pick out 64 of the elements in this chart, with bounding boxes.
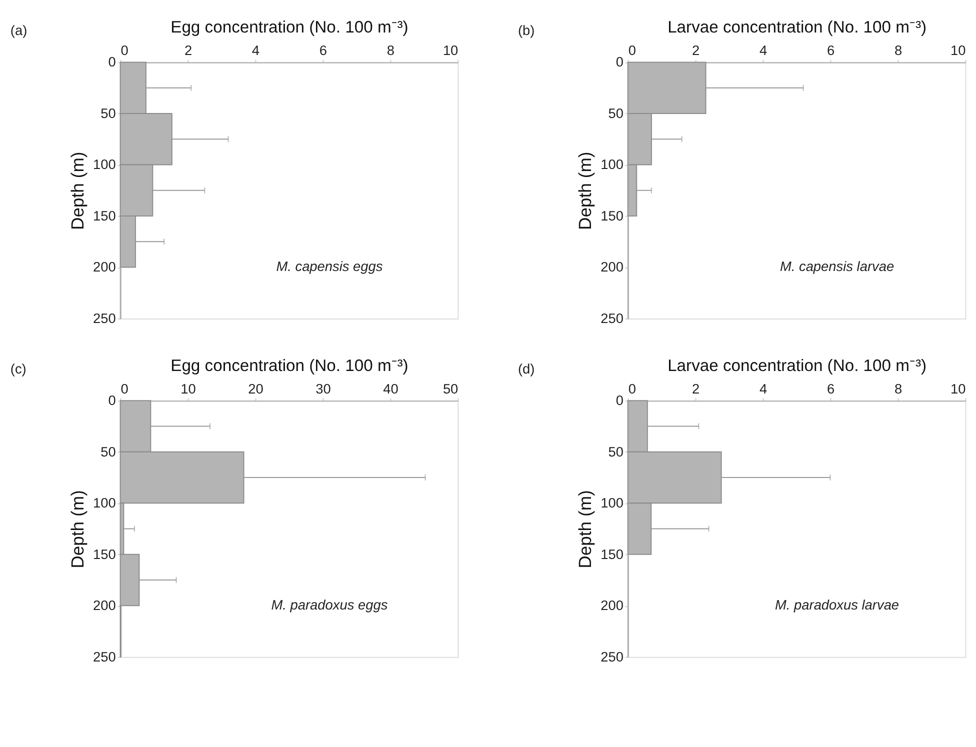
chart-title: (b) <box>518 22 535 38</box>
x-tick-label: 6 <box>826 42 835 58</box>
annotation: M. capensis larvae <box>780 259 894 274</box>
y-axis-title: Depth (m) <box>574 490 595 568</box>
x-tick-label: 4 <box>252 42 260 58</box>
x-tick-label: 10 <box>442 42 459 58</box>
x-axis-title: Larvae concentration (No. 100 m⁻³) <box>668 356 927 375</box>
x-axis-title: Egg concentration (No. 100 m⁻³) <box>170 356 408 375</box>
y-tick-label: 250 <box>600 649 624 664</box>
x-tick-label: 0 <box>120 42 129 58</box>
y-tick-label: 150 <box>600 208 624 224</box>
chart-title: (d) <box>518 361 535 376</box>
x-tick-label: 0 <box>120 381 129 396</box>
x-tick-label: 0 <box>628 381 636 396</box>
x-tick-label: 40 <box>383 381 399 396</box>
y-tick-label: 100 <box>600 496 624 511</box>
x-tick-label: 10 <box>950 42 966 58</box>
x-tick-label: 2 <box>184 42 192 58</box>
y-tick-label: 200 <box>93 598 116 614</box>
y-tick-label: 100 <box>600 157 624 172</box>
annotation: M. capensis eggs <box>276 259 383 274</box>
x-axis-title: Larvae concentration (No. 100 m⁻³) <box>668 17 927 36</box>
x-tick-label: 8 <box>894 381 902 396</box>
chart-title: (c) <box>10 361 26 376</box>
y-tick-label: 200 <box>93 260 116 275</box>
x-tick-label: 2 <box>692 381 700 396</box>
annotation: M. paradoxus larvae <box>775 598 900 613</box>
y-axis-title: Depth (m) <box>67 490 88 568</box>
x-tick-label: 0 <box>628 42 636 58</box>
x-tick-label: 4 <box>759 42 768 58</box>
chart-title: (a) <box>10 22 28 38</box>
annotation: M. paradoxus eggs <box>271 598 388 613</box>
y-tick-label: 50 <box>608 106 624 121</box>
x-tick-label: 10 <box>950 381 966 396</box>
x-tick-label: 2 <box>692 42 700 58</box>
y-tick-label: 250 <box>600 310 624 326</box>
x-tick-label: 4 <box>759 381 768 396</box>
y-tick-label: 0 <box>616 393 624 408</box>
y-tick-label: 150 <box>93 546 116 562</box>
y-tick-label: 50 <box>100 444 116 460</box>
y-axis-title: Depth (m) <box>574 152 595 230</box>
y-tick-label: 50 <box>100 106 116 121</box>
x-tick-label: 8 <box>894 42 902 58</box>
y-tick-label: 250 <box>93 310 116 326</box>
y-tick-label: 250 <box>93 649 116 664</box>
y-tick-label: 0 <box>108 54 116 70</box>
x-tick-label: 6 <box>826 381 835 396</box>
x-tick-label: 10 <box>180 381 196 396</box>
y-tick-label: 50 <box>608 444 624 460</box>
y-tick-label: 150 <box>600 546 624 562</box>
y-tick-label: 150 <box>93 208 116 224</box>
x-tick-label: 6 <box>319 42 328 58</box>
x-tick-label: 30 <box>316 381 332 396</box>
y-tick-label: 100 <box>93 496 116 511</box>
y-tick-label: 0 <box>108 393 116 408</box>
y-axis-title: Depth (m) <box>67 152 88 230</box>
x-tick-label: 20 <box>248 381 264 396</box>
y-tick-label: 200 <box>600 260 624 275</box>
y-tick-label: 200 <box>600 598 624 614</box>
x-axis-title: Egg concentration (No. 100 m⁻³) <box>170 17 408 36</box>
x-tick-label: 50 <box>442 381 459 396</box>
y-tick-label: 0 <box>616 54 624 70</box>
x-tick-label: 8 <box>386 42 395 58</box>
y-tick-label: 100 <box>93 157 116 172</box>
